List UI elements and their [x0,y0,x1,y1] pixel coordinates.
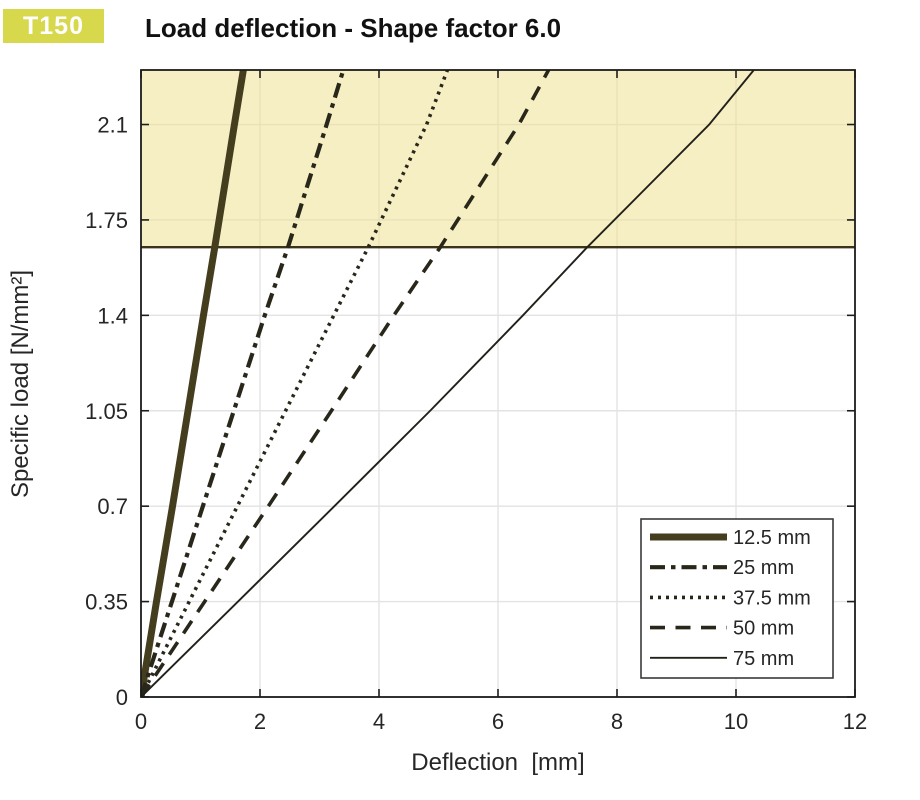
y-tick-label: 1.4 [97,303,128,328]
series-line-25-mm [141,70,346,697]
series-lines [141,70,755,697]
axis-ticks [140,70,856,698]
series-line-75-mm [141,70,755,697]
y-tick-label: 0.35 [85,590,128,615]
legend-item-label: 25 mm [733,557,794,579]
y-tick-label: 2.1 [97,113,128,138]
x-tick-label: 8 [611,709,623,734]
tick-labels: 0 2 4 6 8 10 12 0 0.35 0.7 1.05 1.4 1.75 2.1 [85,113,867,734]
legend-box [640,518,834,679]
x-tick-label: 4 [373,709,385,734]
x-axis-label: Deflection [mm] [411,749,584,776]
legend-item-label: 75 mm [733,648,794,670]
legend-item-label: 37.5 mm [733,587,811,609]
legend-item-label: 50 mm [733,618,794,640]
y-tick-label: 0.7 [97,494,128,519]
figure-code-badge: T150 [3,9,104,43]
chart-title: Load deflection - Shape factor 6.0 [145,13,562,43]
y-axis-label: Specific load [N/mm²] [7,270,34,498]
series-line-50-mm [141,70,551,697]
x-tick-label: 12 [843,709,867,734]
legend-item-label: 12.5 mm [733,527,811,549]
x-tick-label: 6 [492,709,504,734]
series-line-37.5-mm [141,70,450,697]
x-tick-label: 0 [135,709,147,734]
y-tick-label: 1.05 [85,399,128,424]
legend: 12.5 mm 25 mm 37.5 mm 50 mm 75 mm [640,518,834,679]
x-tick-label: 10 [724,709,748,734]
x-tick-label: 2 [254,709,266,734]
y-tick-label: 1.75 [85,208,128,233]
y-tick-label: 0 [116,685,128,710]
series-line-12.5-mm [141,70,247,697]
